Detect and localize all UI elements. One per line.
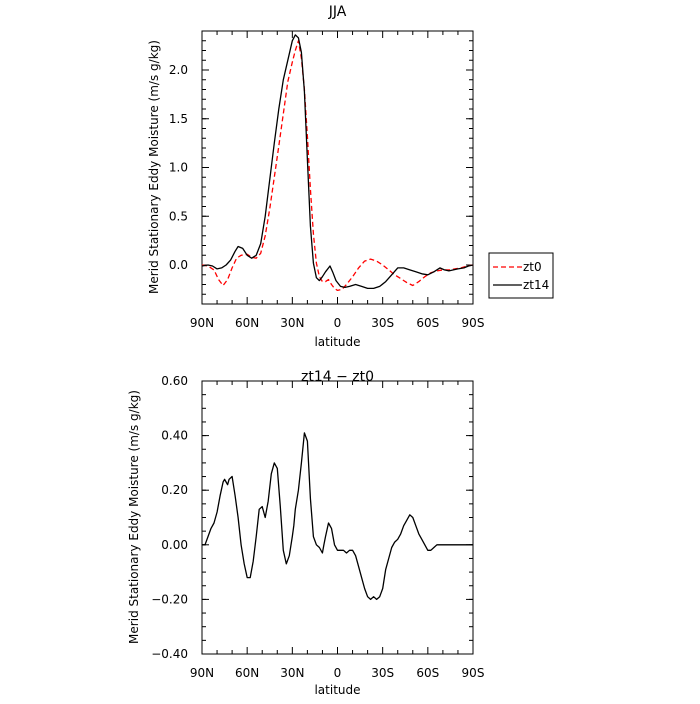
- bottom-x-axis-label: latitude: [314, 683, 360, 697]
- top-panel: JJA Merid Stationary Eddy Moisture (m/s …: [147, 4, 554, 349]
- top-y-axis-label: Merid Stationary Eddy Moisture (m/s g/kg…: [147, 40, 161, 294]
- top-chart-title: JJA: [328, 4, 347, 20]
- bottom-plot-frame: [201, 380, 474, 655]
- x-tick-label: 90N: [190, 666, 214, 680]
- x-tick-label: 0: [334, 316, 342, 330]
- y-tick-label: 0.5: [169, 209, 188, 223]
- x-tick-label: 30N: [280, 666, 304, 680]
- x-tick-label: 60N: [235, 666, 259, 680]
- legend-label-zt14: zt14: [523, 278, 549, 292]
- y-tick-label: −0.20: [151, 592, 188, 606]
- y-tick-label: 1.5: [169, 112, 188, 126]
- top-tick-labels: 90N 60N 30N 0 30S 60S 90S 0.0 0.5 1.0 1.5 2.0: [169, 63, 485, 330]
- x-tick-label: 30S: [371, 316, 394, 330]
- legend-box: [488, 252, 554, 299]
- legend-label-zt0: zt0: [523, 260, 542, 274]
- y-tick-label: 0.00: [161, 538, 188, 552]
- bottom-axis-ticks: [201, 380, 474, 655]
- x-tick-label: 0: [334, 666, 342, 680]
- top-x-axis-label: latitude: [314, 335, 360, 349]
- bottom-panel: zt14 − zt0 Merid Stationary Eddy Moistur…: [127, 369, 484, 697]
- bottom-tick-labels: 90N 60N 30N 0 30S 60S 90S −0.40 −0.20 0.00 0.20 0.4…: [151, 374, 484, 680]
- x-tick-label: 30N: [280, 316, 304, 330]
- x-tick-label: 60S: [416, 666, 439, 680]
- top-plot-frame: [201, 30, 474, 305]
- top-series-lines: [201, 34, 474, 292]
- x-tick-label: 90N: [190, 316, 214, 330]
- x-tick-label: 60N: [235, 316, 259, 330]
- series-line-panel1-series0: [202, 432, 473, 601]
- x-tick-label: 90S: [462, 316, 485, 330]
- bottom-y-axis-label: Merid Stationary Eddy Moisture (m/s g/kg…: [127, 390, 141, 644]
- y-tick-label: 2.0: [169, 63, 188, 77]
- series-line-zt0: [201, 40, 474, 292]
- top-legend: zt0 zt14: [488, 252, 554, 299]
- x-tick-label: 60S: [416, 316, 439, 330]
- y-tick-label: 0.0: [169, 258, 188, 272]
- y-tick-label: 0.60: [161, 374, 188, 388]
- x-tick-label: 90S: [462, 666, 485, 680]
- bottom-series-lines: [202, 432, 473, 601]
- y-tick-label: −0.40: [151, 647, 188, 661]
- y-tick-label: 0.40: [161, 429, 188, 443]
- x-tick-label: 30S: [371, 666, 394, 680]
- series-line-zt14: [201, 34, 474, 290]
- y-tick-label: 1.0: [169, 161, 188, 175]
- top-axis-ticks: [201, 30, 474, 305]
- y-tick-label: 0.20: [161, 483, 188, 497]
